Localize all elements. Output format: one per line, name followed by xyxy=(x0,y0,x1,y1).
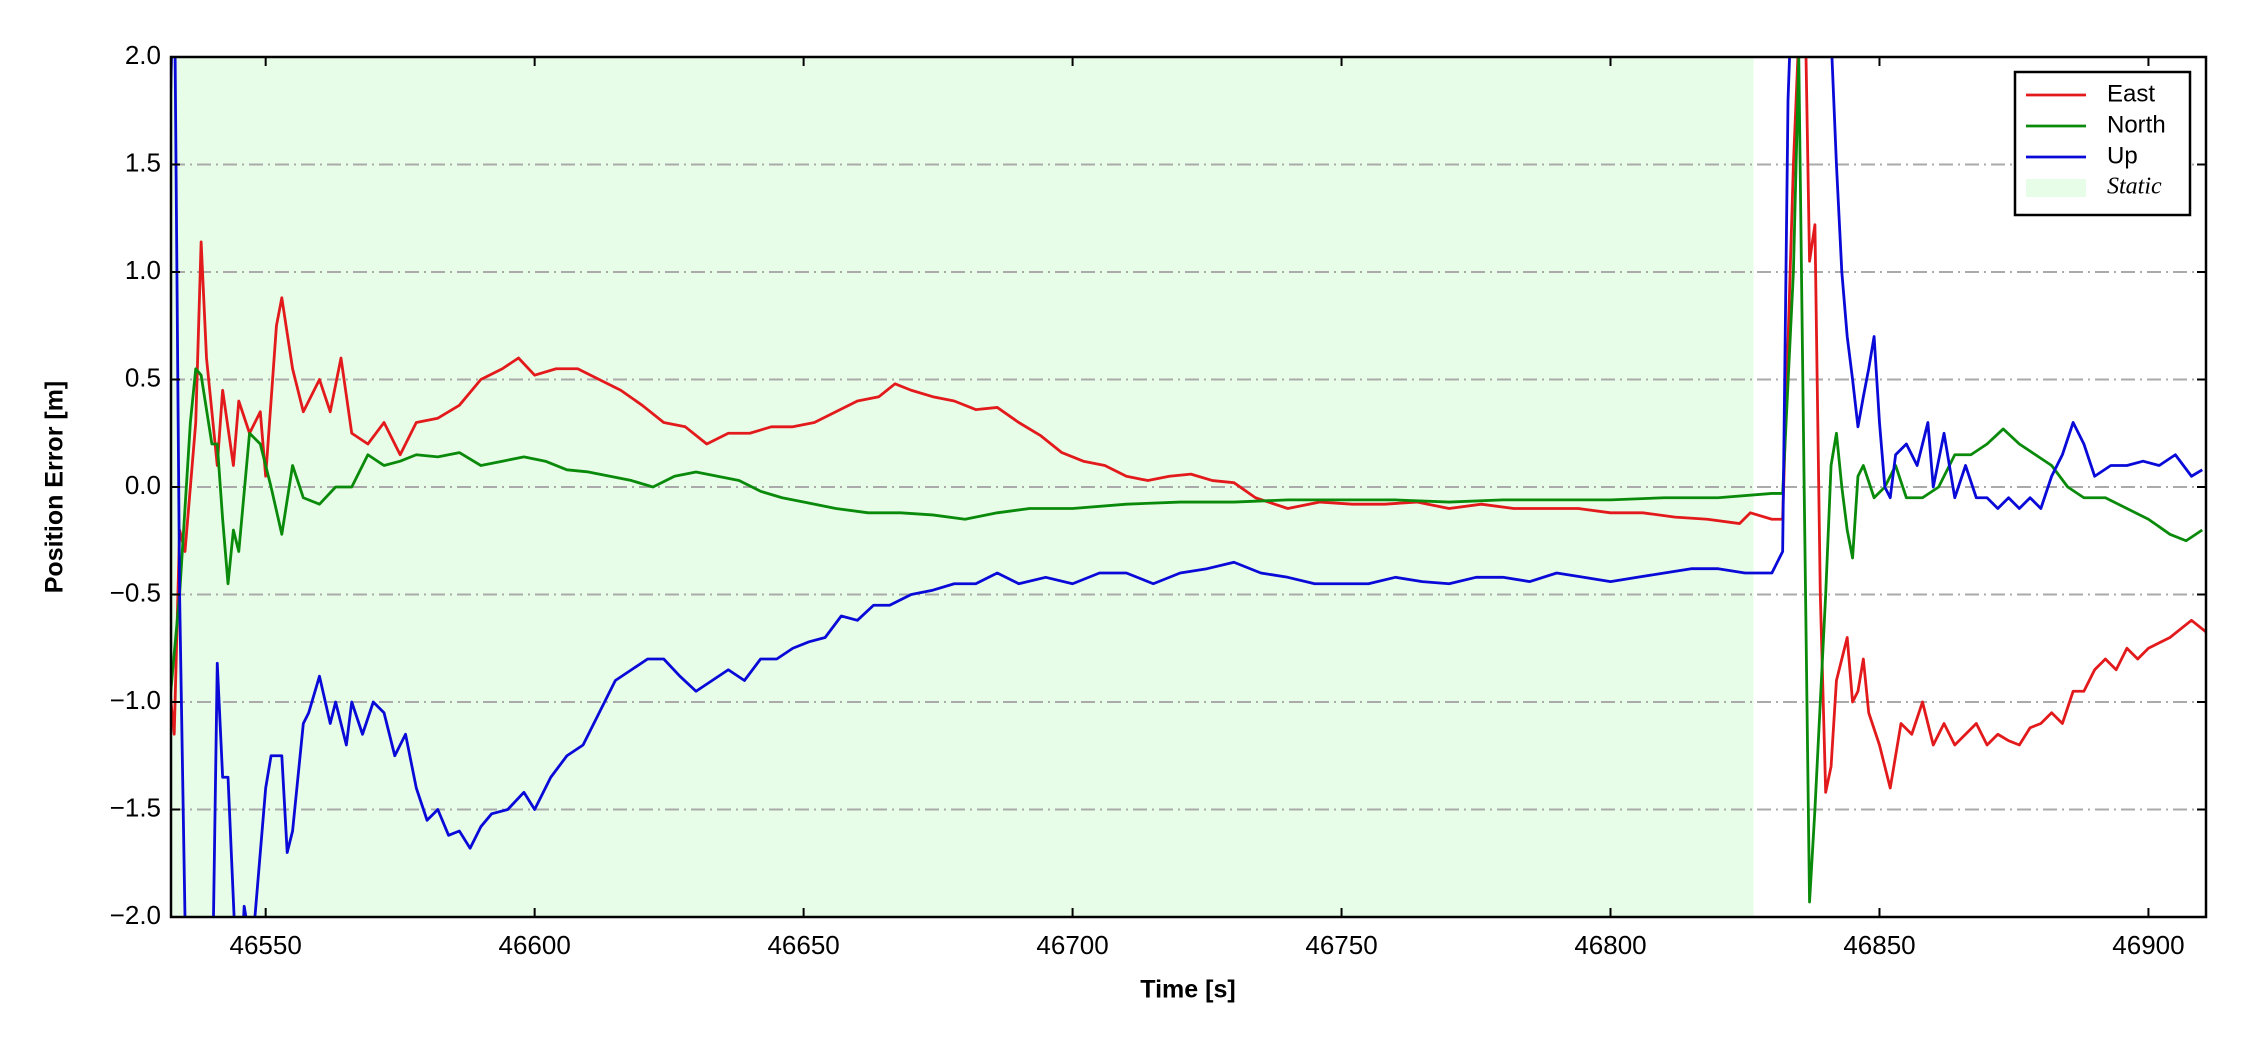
y-tick-label: 1.5 xyxy=(125,147,161,177)
plot-frame xyxy=(169,55,2208,919)
y-tick-label: −0.5 xyxy=(110,577,161,607)
x-tick-label: 46650 xyxy=(767,930,839,960)
y-tick-label: −2.0 xyxy=(110,900,161,930)
y-tick-label: 0.5 xyxy=(125,362,161,392)
plot-area xyxy=(171,57,2206,917)
y-tick-label: 2.0 xyxy=(125,40,161,70)
legend-label: Up xyxy=(2107,142,2138,169)
x-tick-label: 46600 xyxy=(498,930,570,960)
x-tick-label: 46550 xyxy=(230,930,302,960)
y-tick-label: 0.0 xyxy=(125,470,161,500)
y-tick-label: 1.0 xyxy=(125,255,161,285)
line-east xyxy=(171,57,2206,794)
legend-label: North xyxy=(2107,111,2166,138)
x-tick-label: 46900 xyxy=(2112,930,2184,960)
x-tick-label: 46800 xyxy=(1574,930,1646,960)
line-up xyxy=(171,57,2203,917)
legend-swatch xyxy=(2026,179,2086,197)
x-tick-label: 46750 xyxy=(1305,930,1377,960)
y-tick-label: −1.0 xyxy=(110,685,161,715)
legend-label: Static xyxy=(2107,174,2162,200)
y-axis-label: Position Error [m] xyxy=(41,381,69,594)
line-north xyxy=(171,57,2204,904)
x-tick-label: 46850 xyxy=(1843,930,1915,960)
legend-label: East xyxy=(2107,80,2155,107)
axes xyxy=(169,55,2208,919)
legend: East North Up Static xyxy=(2013,70,2192,217)
y-tick-label: −1.5 xyxy=(110,792,161,822)
x-tick-label: 46700 xyxy=(1036,930,1108,960)
x-axis-label: Time [s] xyxy=(1140,976,1235,1004)
